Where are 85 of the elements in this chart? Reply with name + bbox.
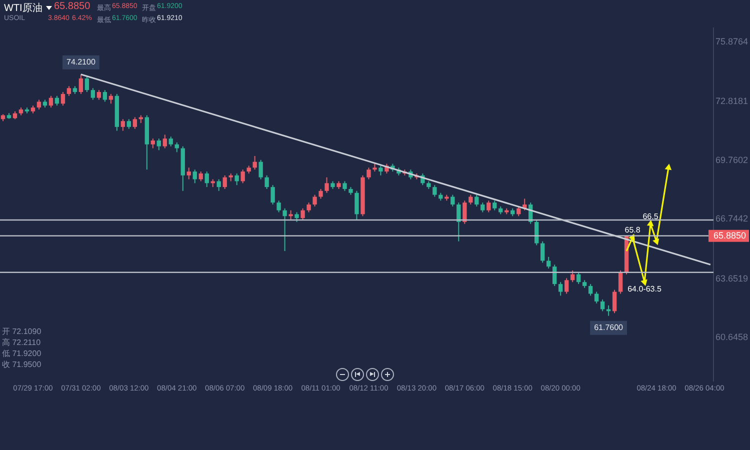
candlestick xyxy=(474,194,479,207)
y-tick-label: 63.6519 xyxy=(715,274,748,284)
y-tick-label: 69.7602 xyxy=(715,155,748,166)
candlestick xyxy=(492,200,497,211)
annotation: 74.2100 xyxy=(66,58,96,67)
candlestick xyxy=(588,284,593,296)
candlestick xyxy=(552,264,557,286)
candlestick xyxy=(378,165,383,176)
candlestick xyxy=(570,270,575,283)
candlestick xyxy=(468,194,473,205)
candlestick xyxy=(564,278,569,294)
candlestick xyxy=(204,171,209,188)
candlestick xyxy=(234,172,239,186)
candlestick xyxy=(276,200,281,213)
candlestick xyxy=(282,208,287,252)
candlestick xyxy=(516,206,521,217)
candlestick xyxy=(558,282,563,296)
candlestick xyxy=(456,202,461,242)
candlestick xyxy=(198,171,203,182)
candlestick xyxy=(594,291,599,304)
candlestick xyxy=(108,93,114,104)
candlestick xyxy=(294,212,299,222)
candlestick xyxy=(480,202,485,213)
candlestick xyxy=(540,240,545,264)
annotation: 61.7600 xyxy=(594,323,624,332)
candlestick xyxy=(168,136,173,147)
candlestick xyxy=(78,74,84,94)
candlestick xyxy=(126,118,132,130)
candlestick xyxy=(150,138,155,149)
candlestick xyxy=(354,190,359,221)
candlestick xyxy=(612,289,617,314)
candlestick xyxy=(264,174,269,190)
candlestick xyxy=(312,194,317,207)
candlestick xyxy=(90,88,96,100)
candlestick xyxy=(462,200,467,224)
candlestick xyxy=(300,208,305,221)
y-tick-label: 60.6458 xyxy=(715,332,748,342)
candlestick xyxy=(240,169,245,184)
candlestick xyxy=(600,299,605,312)
candlestick xyxy=(156,138,161,151)
y-tick-label: 72.8181 xyxy=(715,96,748,106)
candlestick xyxy=(162,134,167,149)
annotation: 66.5 xyxy=(642,212,659,222)
candlestick xyxy=(342,180,347,192)
candlestick xyxy=(48,95,54,108)
ref-line-label: 65.8850 xyxy=(713,230,746,240)
candlestick xyxy=(618,270,623,294)
candlestick xyxy=(252,156,257,170)
candlestick xyxy=(102,90,108,102)
candlestick xyxy=(450,194,455,207)
annotation: 64.0-63.5 xyxy=(628,284,662,294)
y-tick-label: 75.8764 xyxy=(715,36,748,47)
y-tick-label: 66.7442 xyxy=(715,214,748,224)
candlestick xyxy=(96,90,102,100)
candlestick xyxy=(432,184,437,198)
candlestick xyxy=(84,76,90,93)
text: 65.8850 xyxy=(54,1,90,12)
candlestick xyxy=(288,210,293,221)
chart-title: WTI原油 xyxy=(4,2,44,15)
candlestick xyxy=(192,169,197,184)
candlestick xyxy=(486,200,491,213)
candlestick xyxy=(60,92,66,106)
annotation: 收 71.9500 xyxy=(2,359,42,370)
annotation: 低 71.9200 xyxy=(2,348,42,359)
candlestick xyxy=(120,118,126,132)
annotation: 高 72.2110 xyxy=(2,337,41,348)
candlestick xyxy=(366,167,371,180)
candlestick xyxy=(132,116,137,130)
candlestick xyxy=(606,304,611,316)
candlestick xyxy=(546,256,551,270)
candlestick xyxy=(36,99,42,110)
candlestick xyxy=(186,167,191,180)
candlestick xyxy=(222,174,227,190)
candlestick xyxy=(54,95,60,106)
annotation: 65.8 xyxy=(624,226,641,235)
candlestick xyxy=(216,178,221,192)
candlestick xyxy=(270,184,275,205)
candlestick xyxy=(66,86,72,96)
candlestick xyxy=(306,202,311,213)
candlestick xyxy=(318,188,323,200)
candlestick xyxy=(576,272,581,285)
candlestick xyxy=(258,159,263,180)
candlestick xyxy=(174,142,179,153)
annotation: 开 72.1090 xyxy=(2,326,42,337)
candlestick xyxy=(324,176,329,194)
